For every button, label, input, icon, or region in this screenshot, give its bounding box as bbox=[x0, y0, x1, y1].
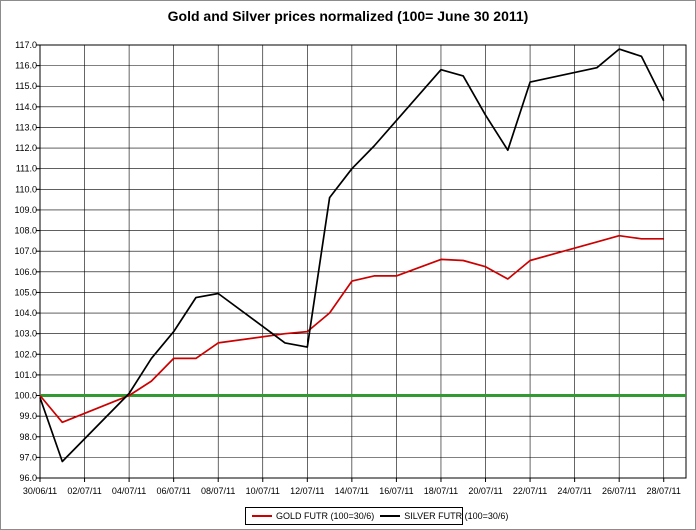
y-tick-label: 107.0 bbox=[14, 246, 37, 256]
legend-item-gold: GOLD FUTR (100=30/6) bbox=[252, 511, 374, 521]
y-tick-label: 117.0 bbox=[15, 40, 37, 50]
x-tick-label: 12/07/11 bbox=[290, 486, 324, 496]
y-tick-label: 113.0 bbox=[15, 122, 37, 132]
legend-item-silver: SILVER FUTR (100=30/6) bbox=[380, 511, 508, 521]
y-tick-label: 115.0 bbox=[15, 81, 37, 91]
y-tick-label: 110.0 bbox=[15, 184, 37, 194]
y-tick-label: 100.0 bbox=[14, 391, 37, 401]
y-tick-label: 103.0 bbox=[14, 329, 37, 339]
y-tick-label: 111.0 bbox=[16, 164, 37, 174]
y-tick-label: 114.0 bbox=[15, 102, 37, 112]
legend-label-gold: GOLD FUTR (100=30/6) bbox=[276, 511, 375, 521]
plot-border bbox=[39, 44, 687, 479]
y-tick-label: 105.0 bbox=[14, 287, 37, 297]
legend-swatch-silver bbox=[380, 515, 401, 517]
chart-legend: GOLD FUTR (100=30/6) SILVER FUTR (100=30… bbox=[245, 507, 508, 525]
x-tick-label: 26/07/11 bbox=[602, 486, 636, 496]
x-tick-label: 10/07/11 bbox=[246, 486, 280, 496]
y-tick-label: 116.0 bbox=[15, 61, 37, 71]
x-tick-label: 06/07/11 bbox=[156, 486, 190, 496]
y-tick-label: 108.0 bbox=[14, 226, 37, 236]
x-tick-label: 02/07/11 bbox=[67, 486, 101, 496]
y-tick-label: 112.0 bbox=[15, 143, 37, 153]
x-tick-label: 30/06/11 bbox=[23, 486, 57, 496]
y-tick-label: 109.0 bbox=[14, 205, 37, 215]
chart-title: Gold and Silver prices normalized (100= … bbox=[167, 8, 529, 24]
legend-label-silver: SILVER FUTR (100=30/6) bbox=[404, 511, 509, 521]
x-tick-label: 04/07/11 bbox=[112, 486, 146, 496]
x-tick-label: 20/07/11 bbox=[468, 486, 502, 496]
legend-swatch-gold bbox=[252, 515, 272, 517]
series-line-silver bbox=[39, 48, 665, 463]
y-tick-label: 102.0 bbox=[14, 349, 37, 359]
y-tick-label: 101.0 bbox=[14, 370, 37, 380]
y-tick-label: 97.0 bbox=[19, 452, 37, 462]
series-line-gold bbox=[39, 234, 664, 424]
x-tick-label: 24/07/11 bbox=[557, 486, 591, 496]
x-tick-label: 16/07/11 bbox=[379, 486, 413, 496]
y-tick-label: 106.0 bbox=[14, 267, 37, 277]
x-tick-label: 08/07/11 bbox=[201, 486, 235, 496]
x-tick-label: 18/07/11 bbox=[424, 486, 458, 496]
y-tick-label: 104.0 bbox=[14, 308, 37, 318]
y-tick-label: 99.0 bbox=[19, 411, 37, 421]
x-tick-label: 28/07/11 bbox=[647, 486, 681, 496]
x-tick-label: 14/07/11 bbox=[335, 486, 369, 496]
x-tick-label: 22/07/11 bbox=[513, 486, 547, 496]
y-tick-label: 98.0 bbox=[19, 432, 37, 442]
y-tick-label: 96.0 bbox=[19, 473, 37, 483]
